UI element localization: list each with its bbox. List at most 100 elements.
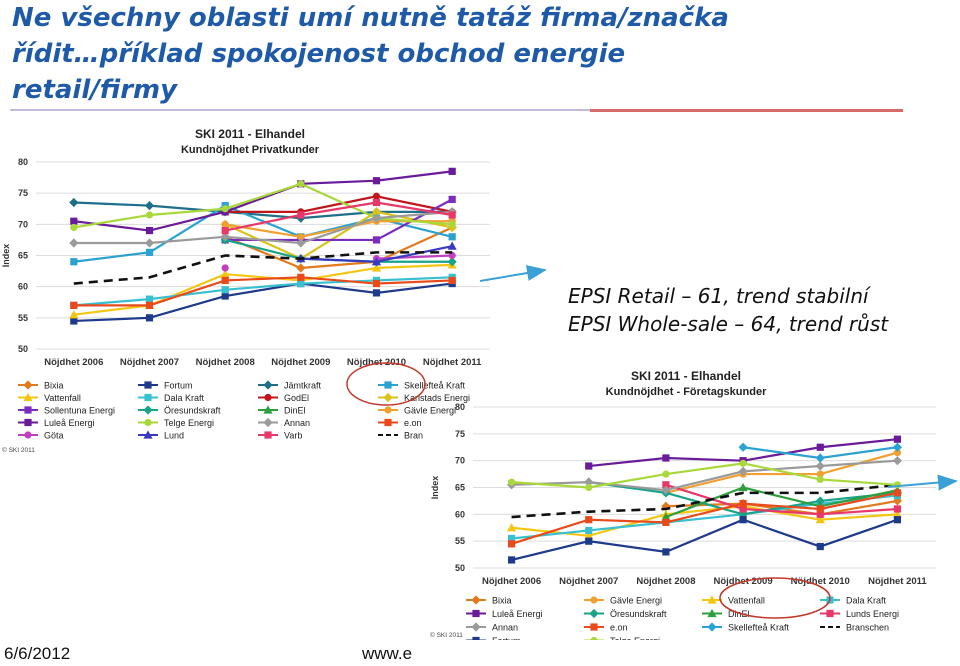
data-point-vattenfall-0: [506, 523, 517, 532]
data-point-lulea-energi-5: [448, 167, 456, 175]
legend-marker-sollentuna-energi: [24, 406, 32, 414]
series-gavle-energi: [662, 449, 902, 497]
series-line-fortum: [73, 282, 453, 323]
legend-label-bran: Bran: [404, 431, 423, 441]
data-point-dala-kraft-2: [221, 286, 229, 294]
legend-label-fortum: Fortum: [492, 636, 521, 640]
data-point-annan-5: [892, 456, 903, 466]
series-line-telge-energi: [511, 462, 898, 489]
data-point-lulea-energi-1: [585, 462, 593, 470]
legend-label-lund: Lund: [164, 431, 184, 441]
data-point-gavle-energi-2: [221, 220, 229, 228]
data-point-skelleftea-kraft-0: [70, 258, 78, 266]
x-tick-label-nojdhet-2009: Nöjdhet 2009: [271, 357, 330, 368]
x-tick-label-nojdhet-2006: Nöjdhet 2006: [44, 357, 103, 368]
x-tick-label-nojdhet-2011: Nöjdhet 2011: [423, 357, 482, 368]
data-point-telge-energi-0: [70, 223, 78, 232]
epsi-wholesale-text: EPSI Whole-sale – 64, trend růst: [568, 312, 889, 336]
chart-copyright: © SKI 2011: [430, 631, 463, 639]
series-annan: [69, 207, 457, 248]
slide-title: Ne všechny oblasti umí nutně tatáž firma…: [12, 0, 912, 108]
legend-label-dinel: DinEl: [728, 609, 750, 619]
y-axis-label: Index: [430, 476, 440, 500]
data-point-fortum-5: [893, 516, 902, 524]
data-point-annan-3: [738, 466, 748, 476]
data-point-fortum-4: [372, 289, 381, 297]
x-tick-label-nojdhet-2011: Nöjdhet 2011: [868, 576, 927, 587]
series-varb: [221, 198, 456, 235]
legend-marker-e-on: [384, 418, 392, 427]
legend-label-annan: Annan: [284, 418, 310, 428]
legend-label-dala-kraft: Dala Kraft: [164, 393, 205, 403]
data-point-fortum-1: [585, 537, 593, 545]
data-point-lund-4: [371, 257, 382, 266]
legend-marker-oresundskraft: [143, 405, 153, 415]
data-point-e-on-3: [739, 500, 747, 508]
data-point-telge-energi-3: [739, 459, 747, 467]
series-line-dala-kraft: [73, 276, 453, 307]
data-point-telge-energi-1: [145, 211, 154, 219]
y-tick-label-70: 70: [455, 456, 465, 466]
series-line-bixia: [224, 226, 453, 270]
data-point-gavle-energi-3: [297, 233, 305, 241]
y-tick-label-65: 65: [455, 483, 465, 493]
x-tick-label-nojdhet-2007: Nöjdhet 2007: [559, 576, 618, 587]
data-point-annan-4: [815, 461, 825, 471]
legend-marker-skelleftea-kraft: [707, 622, 717, 632]
legend-label-oresundskraft: Öresundskraft: [164, 406, 221, 416]
data-point-fortum-3: [739, 516, 747, 524]
data-point-e-on-0: [70, 301, 78, 309]
legend-marker-lulea-energi: [472, 609, 480, 618]
data-point-gavle-energi-5: [893, 449, 902, 457]
series-bran: [73, 251, 453, 285]
data-point-skelleftea-kraft-1: [145, 248, 154, 256]
data-point-skelleftea-kraft-3: [738, 442, 748, 452]
data-point-vattenfall-4: [815, 515, 825, 524]
legend-marker-dala-kraft: [826, 596, 834, 604]
legend-label-annan: Annan: [492, 623, 518, 633]
slide-title-line-3: retail/firmy: [12, 75, 178, 105]
data-point-skelleftea-kraft-5: [448, 233, 456, 241]
data-point-dinel-2: [661, 512, 671, 521]
legend-label-lulea-energi: Luleå Energi: [44, 418, 95, 428]
y-tick-label-75: 75: [18, 188, 28, 198]
legend-marker-oresundskraft: [589, 608, 599, 619]
series-line-dinel: [665, 486, 898, 519]
data-point-telge-energi-2: [221, 205, 229, 213]
series-line-annan: [73, 210, 453, 245]
x-tick-label-nojdhet-2010: Nöjdhet 2010: [347, 357, 406, 368]
data-point-telge-energi-2: [662, 470, 670, 478]
series-line-varb: [224, 201, 453, 232]
legend-label-gota: Göta: [44, 431, 64, 441]
legend-label-telge-energi: Telge Energi: [164, 418, 214, 428]
series-annan: [506, 456, 903, 495]
data-point-annan-1: [144, 238, 155, 248]
data-point-telge-energi-3: [297, 180, 305, 188]
data-point-vattenfall-1: [584, 531, 594, 540]
y-tick-label-65: 65: [18, 251, 28, 261]
data-point-annan-2: [220, 232, 230, 242]
chart-subtitle: Kundnöjdhet Privatkunder: [181, 144, 320, 156]
data-point-karlstads-energi-4: [371, 207, 382, 217]
legend-marker-gota: [24, 431, 32, 439]
data-point-lunds-energi-2: [662, 481, 670, 489]
data-point-bixia-5: [892, 496, 903, 506]
legend-marker-varb: [264, 431, 272, 439]
data-point-skelleftea-kraft-4: [815, 453, 825, 463]
legend-label-vattenfall: Vattenfall: [728, 596, 765, 606]
x-tick-label-nojdhet-2009: Nöjdhet 2009: [714, 576, 773, 587]
data-point-vattenfall-5: [892, 509, 903, 518]
legend: Bixia Fortum Jämtkraft Skellefteå Kraft Vatt…: [18, 380, 470, 441]
x-tick-label-nojdhet-2008: Nöjdhet 2008: [636, 576, 695, 587]
data-point-dinel-3: [738, 482, 748, 492]
data-point-oresundskraft-3: [738, 509, 748, 519]
legend-label-sollentuna-energi: Sollentuna Energi: [44, 406, 115, 416]
data-point-gota-5: [448, 251, 456, 260]
data-point-fortum-1: [145, 314, 154, 322]
legend-label-gavle-energi: Gävle Energi: [404, 406, 456, 416]
legend-marker-bixia: [23, 380, 33, 390]
data-point-lulea-energi-5: [893, 435, 902, 443]
data-point-e-on-3: [297, 273, 305, 281]
data-point-varb-4: [372, 198, 381, 207]
series-line-telge-energi: [73, 182, 453, 229]
